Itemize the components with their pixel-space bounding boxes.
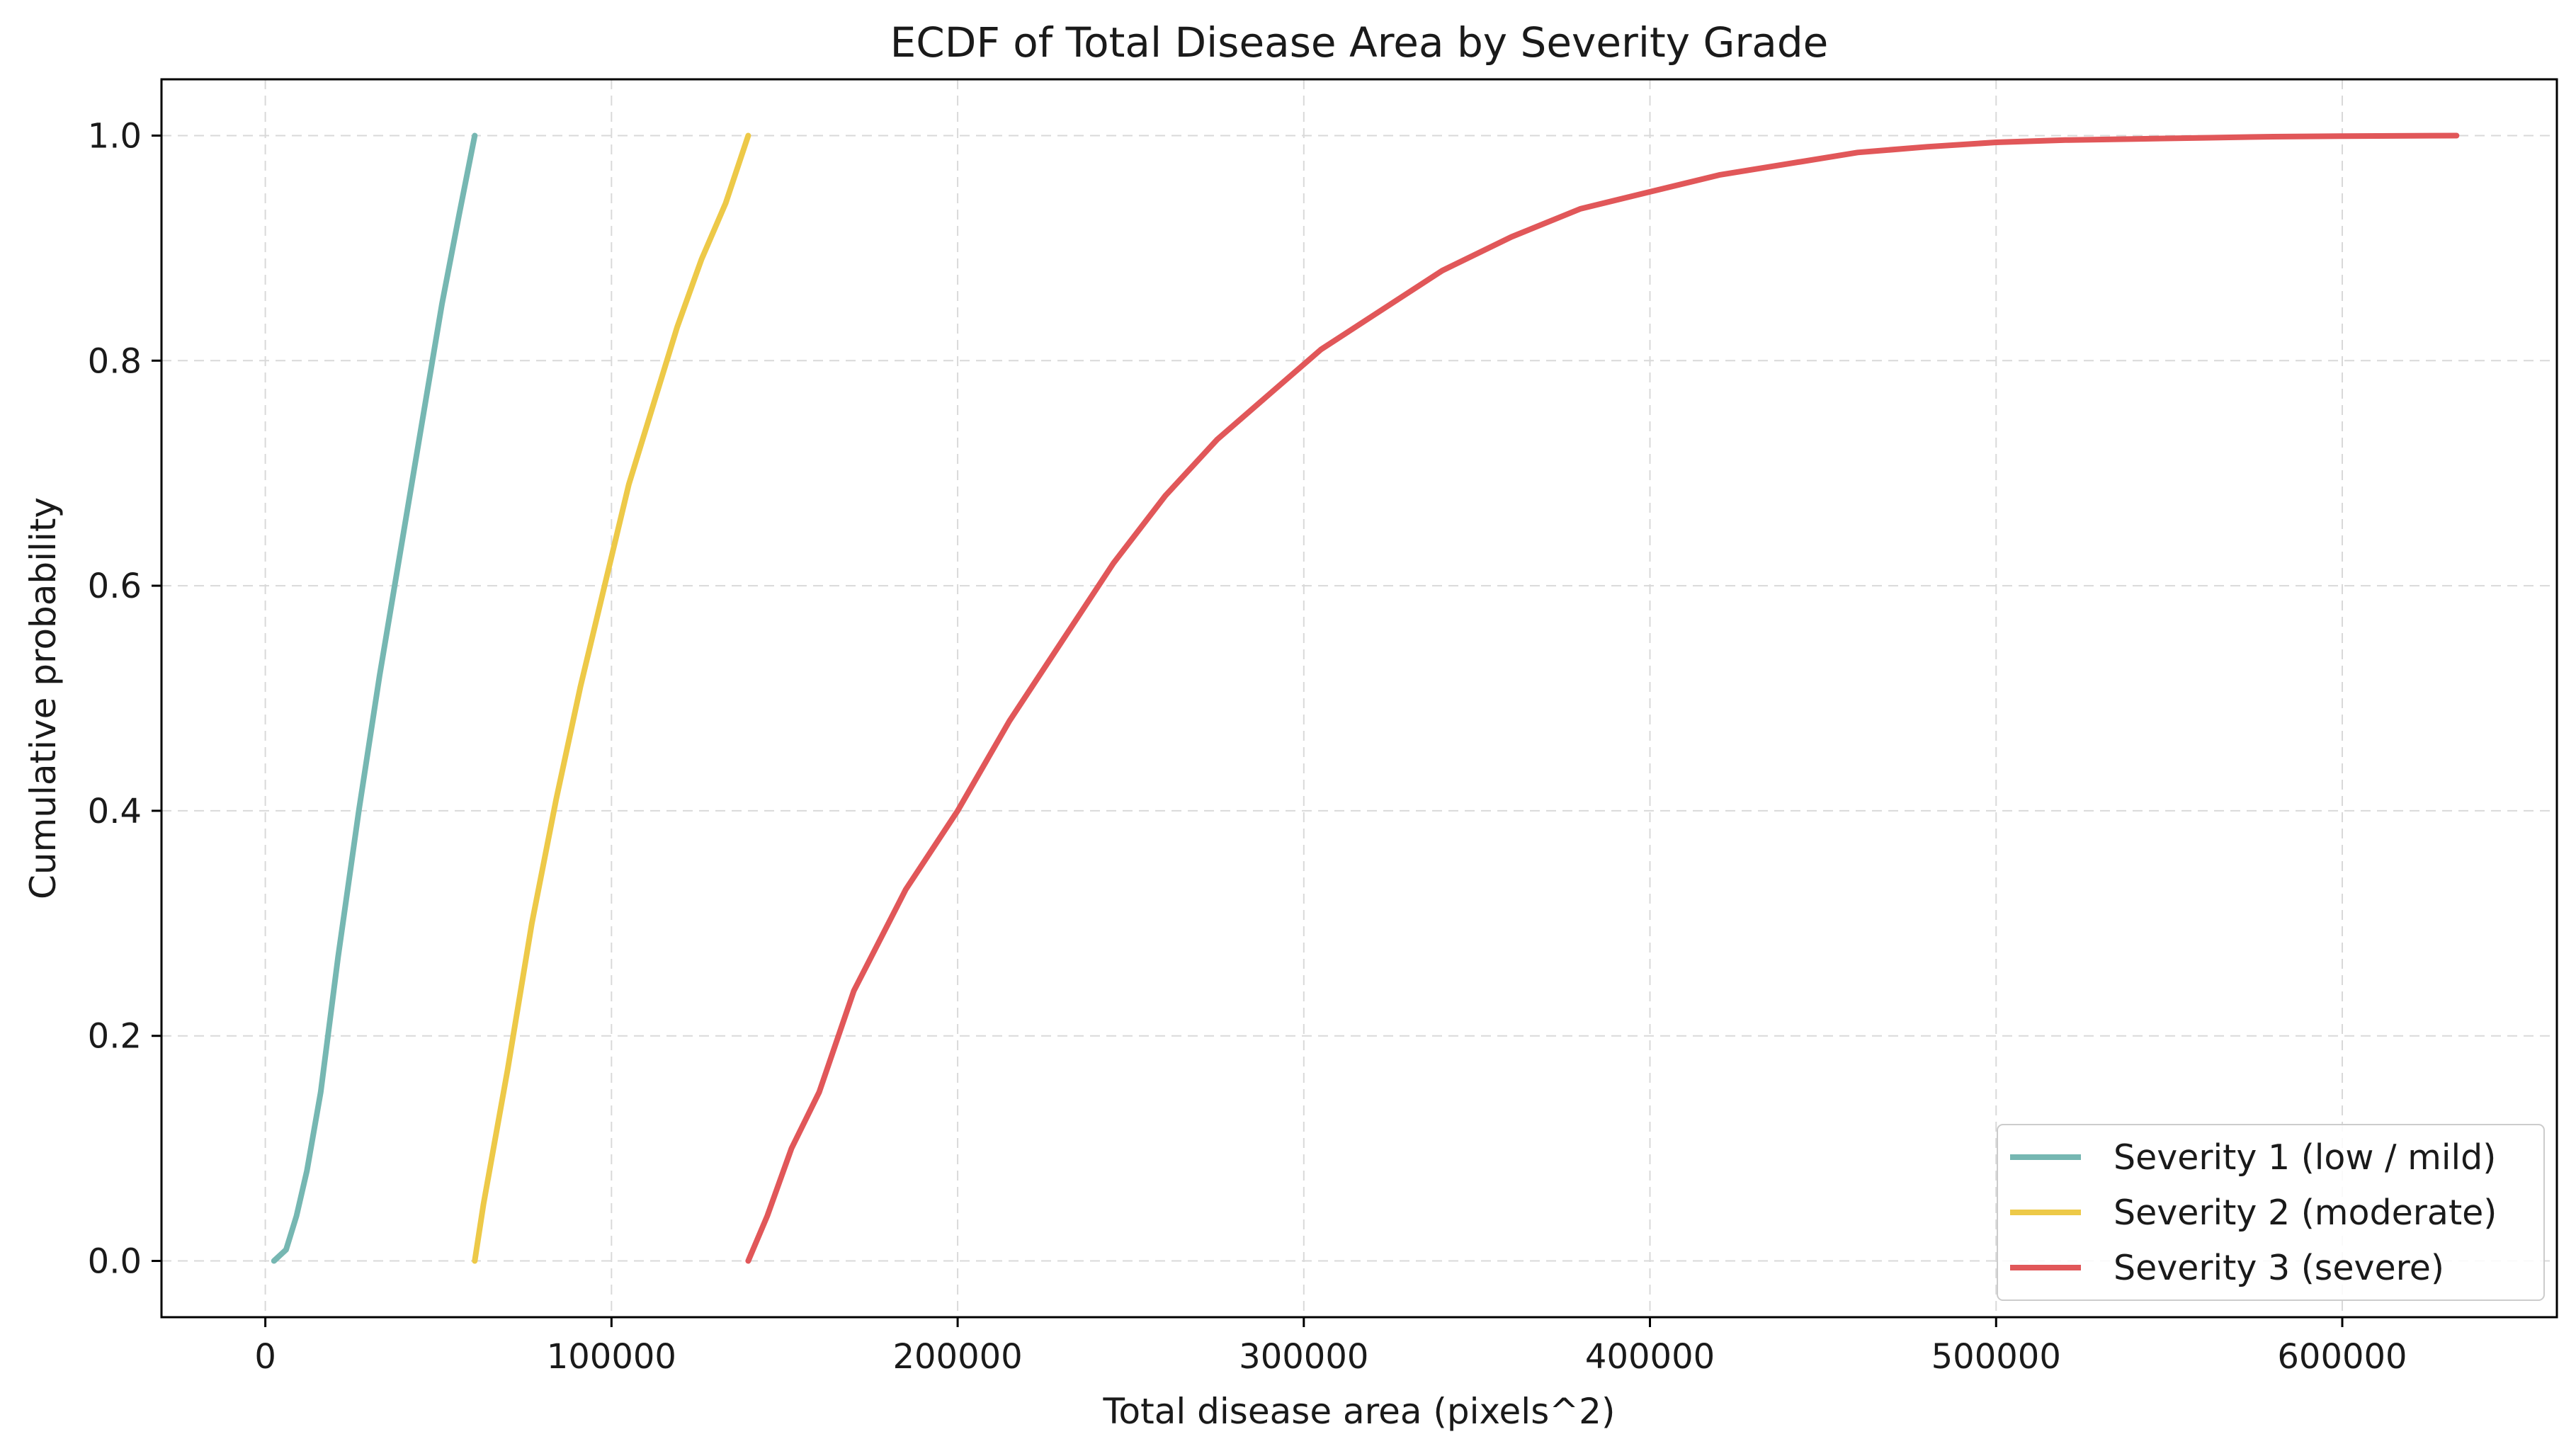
y-tick-label: 0.4: [88, 792, 142, 831]
x-tick-label: 400000: [1585, 1337, 1715, 1377]
x-tick-label: 0: [254, 1337, 276, 1377]
series-line-1: [271, 132, 478, 1264]
y-tick-label: 1.0: [88, 116, 142, 156]
y-tick-label: 0.0: [88, 1242, 142, 1282]
x-tick-label: 600000: [2277, 1337, 2407, 1377]
x-axis-label: Total disease area (pixels^2): [1103, 1391, 1616, 1432]
legend-label-2: Severity 2 (moderate): [2113, 1193, 2497, 1233]
x-tick-label: 500000: [1931, 1337, 2061, 1377]
x-tick-label: 300000: [1239, 1337, 1368, 1377]
axis-ticks: 0 100000 200000 300000 400000 500000 600000 0.0…: [88, 116, 2407, 1377]
grid: [161, 79, 2557, 1317]
x-tick-label: 200000: [892, 1337, 1022, 1377]
series-lines: [271, 132, 2460, 1264]
chart-title: ECDF of Total Disease Area by Severity G…: [890, 18, 1829, 67]
legend: Severity 1 (low / mild) Severity 2 (moder…: [1997, 1124, 2545, 1301]
legend-label-3: Severity 3 (severe): [2113, 1248, 2444, 1288]
plot-frame: [160, 78, 2558, 1319]
y-tick-label: 0.6: [88, 567, 142, 606]
y-tick-label: 0.2: [88, 1017, 142, 1057]
legend-label-1: Severity 1 (low / mild): [2113, 1137, 2496, 1178]
y-tick-label: 0.8: [88, 341, 142, 381]
x-tick-label: 100000: [547, 1337, 676, 1377]
y-axis-label: Cumulative probability: [23, 497, 64, 899]
series-line-3: [745, 132, 2460, 1264]
legend-box: [1997, 1124, 2545, 1301]
series-line-2: [472, 132, 751, 1264]
